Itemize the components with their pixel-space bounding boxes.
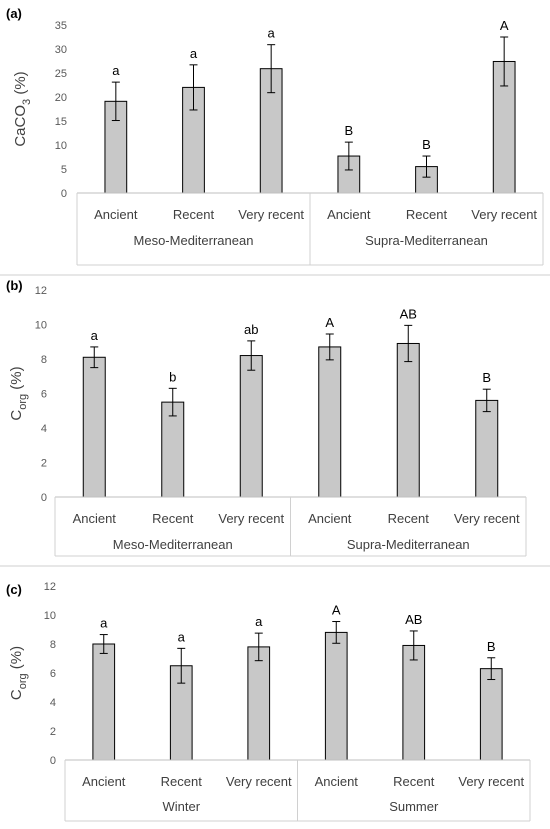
panel-label: (a) — [6, 6, 22, 21]
significance-letter: A — [325, 315, 334, 330]
y-tick-label: 2 — [41, 458, 47, 470]
bar — [402, 644, 426, 761]
chart-panel-1: (a) 0 5 10 15 20 25 30 35 CaCO3 (%) a a a B B A Ancient R… — [0, 6, 550, 276]
significance-letter: a — [190, 46, 198, 61]
significance-letter: b — [169, 369, 176, 384]
x-category-label: Recent — [173, 207, 215, 222]
significance-letter: a — [91, 328, 99, 343]
significance-letter: a — [178, 629, 186, 644]
bar — [82, 356, 106, 498]
x-group-label: Summer — [389, 799, 439, 814]
bar — [318, 346, 342, 498]
y-axis-title: CaCO3 (%) — [12, 71, 33, 146]
panel-label: (b) — [6, 278, 23, 293]
x-category-label: Ancient — [308, 511, 352, 526]
x-category-label: Ancient — [315, 774, 359, 789]
y-tick-label: 6 — [50, 668, 56, 680]
x-group-label: Supra-Mediterranean — [365, 233, 488, 248]
x-group-label: Supra-Mediterranean — [347, 537, 470, 552]
y-tick-label: 12 — [44, 581, 56, 593]
chart-panel-3: (c) 0 2 4 6 8 10 12 Corg (%) a a a A AB B Ancient Recent… — [6, 581, 531, 822]
x-category-label: Recent — [393, 774, 435, 789]
y-tick-label: 2 — [50, 726, 56, 738]
y-tick-label: 6 — [41, 389, 47, 401]
x-category-label: Very recent — [238, 207, 304, 222]
x-category-label: Recent — [161, 774, 203, 789]
y-axis-title: Corg (%) — [8, 646, 29, 700]
x-category-label: Ancient — [94, 207, 138, 222]
y-tick-label: 8 — [41, 354, 47, 366]
significance-letter: A — [500, 18, 509, 33]
y-tick-label: 15 — [55, 116, 67, 128]
significance-letter: a — [255, 614, 263, 629]
y-tick-label: 0 — [61, 188, 67, 200]
y-axis-title: Corg (%) — [8, 366, 29, 420]
panel-label: (c) — [6, 582, 22, 597]
bar — [247, 646, 271, 761]
significance-letter: a — [268, 26, 276, 41]
x-category-label: Recent — [406, 207, 448, 222]
y-tick-label: 12 — [35, 285, 47, 297]
significance-letter: B — [487, 639, 496, 654]
y-tick-label: 4 — [41, 423, 47, 435]
x-group-label: Meso-Mediterranean — [134, 233, 254, 248]
y-tick-label: 30 — [55, 44, 67, 56]
bar — [396, 342, 420, 498]
y-tick-label: 25 — [55, 68, 67, 80]
significance-letter: A — [332, 603, 341, 618]
x-category-label: Recent — [388, 511, 430, 526]
y-tick-label: 10 — [55, 140, 67, 152]
y-axis-title-unit: (%) — [8, 646, 25, 674]
y-tick-label: 10 — [35, 320, 47, 332]
x-category-label: Ancient — [73, 511, 117, 526]
y-axis-title-main: C — [8, 410, 25, 421]
significance-letter: a — [112, 63, 120, 78]
significance-letter: B — [422, 137, 431, 152]
x-category-label: Very recent — [218, 511, 284, 526]
x-category-label: Very recent — [458, 774, 524, 789]
significance-letter: B — [482, 370, 491, 385]
y-tick-label: 0 — [50, 755, 56, 767]
x-category-label: Ancient — [82, 774, 126, 789]
y-axis-title-unit: (%) — [8, 366, 25, 394]
x-category-label: Recent — [152, 511, 194, 526]
y-tick-label: 4 — [50, 697, 56, 709]
bar — [324, 631, 348, 761]
y-tick-label: 20 — [55, 92, 67, 104]
y-axis-title-main: CaCO — [12, 105, 29, 147]
significance-letter: AB — [400, 306, 417, 321]
y-axis-title-subscript: 3 — [21, 99, 33, 105]
bar — [239, 355, 263, 498]
x-group-label: Meso-Mediterranean — [113, 537, 233, 552]
x-category-label: Very recent — [226, 774, 292, 789]
y-tick-label: 10 — [44, 610, 56, 622]
x-category-label: Ancient — [327, 207, 371, 222]
significance-letter: B — [344, 123, 353, 138]
x-category-label: Very recent — [471, 207, 537, 222]
bar — [475, 399, 499, 498]
significance-letter: AB — [405, 612, 422, 627]
y-axis-title-subscript: org — [17, 394, 29, 410]
bar — [479, 668, 503, 761]
significance-letter: ab — [244, 322, 258, 337]
y-axis-title-unit: (%) — [12, 71, 29, 99]
y-tick-label: 35 — [55, 20, 67, 32]
x-category-label: Very recent — [454, 511, 520, 526]
y-axis-title-subscript: org — [17, 673, 29, 689]
y-axis-title-main: C — [8, 689, 25, 700]
bar — [92, 643, 116, 761]
y-tick-label: 5 — [61, 164, 67, 176]
y-tick-label: 8 — [50, 639, 56, 651]
x-group-label: Winter — [162, 799, 200, 814]
y-tick-label: 0 — [41, 492, 47, 504]
significance-letter: a — [100, 616, 108, 631]
